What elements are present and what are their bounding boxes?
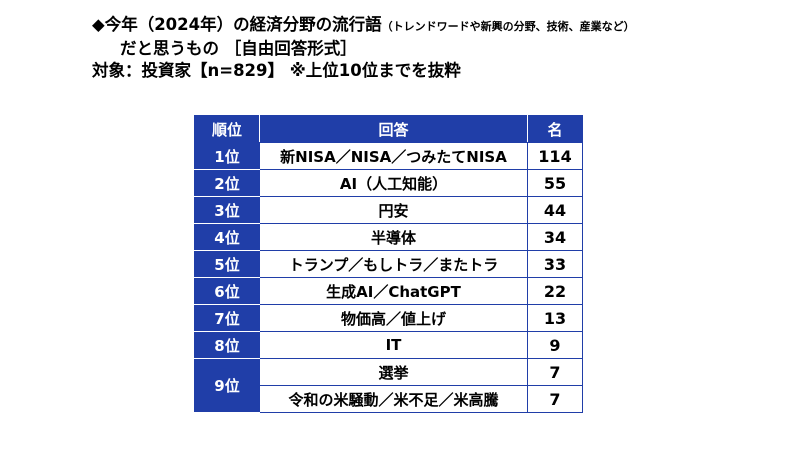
table-row: 4位 半導体 34 bbox=[194, 223, 583, 251]
rank-cell: 4位 bbox=[194, 223, 260, 251]
table-row: 8位 IT 9 bbox=[194, 331, 583, 359]
count-cell: 34 bbox=[527, 223, 583, 251]
count-cell: 9 bbox=[527, 331, 583, 359]
answer-cell: トランプ／もしトラ／またトラ bbox=[259, 250, 528, 278]
rank-cell: 1位 bbox=[194, 142, 260, 170]
answer-cell: 新NISA／NISA／つみたてNISA bbox=[259, 142, 528, 170]
chart-heading: ◆今年（2024年）の経済分野の流行語（トレンドワードや新興の分野、技術、産業な… bbox=[92, 14, 782, 82]
count-cell: 55 bbox=[527, 169, 583, 197]
ranking-table: 順位 回答 名 1位 新NISA／NISA／つみたてNISA 114 2位 AI… bbox=[194, 115, 583, 413]
count-cell: 7 bbox=[527, 385, 583, 413]
answer-cell: AI（人工知能） bbox=[259, 169, 528, 197]
table-header-row: 順位 回答 名 bbox=[194, 115, 583, 143]
heading-line-3: 対象：投資家【n=829】 ※上位10位までを抜粋 bbox=[92, 61, 461, 80]
count-cell: 44 bbox=[527, 196, 583, 224]
count-cell: 22 bbox=[527, 277, 583, 305]
table-row: 1位 新NISA／NISA／つみたてNISA 114 bbox=[194, 142, 583, 170]
table-row: 9位 選挙 7 bbox=[194, 358, 583, 413]
table-row: 3位 円安 44 bbox=[194, 196, 583, 224]
column-header-rank: 順位 bbox=[194, 115, 260, 143]
count-cell: 114 bbox=[527, 142, 583, 170]
answer-cell: 生成AI／ChatGPT bbox=[259, 277, 528, 305]
heading-title: ◆今年（2024年）の経済分野の流行語 bbox=[92, 15, 382, 34]
table-row: 6位 生成AI／ChatGPT 22 bbox=[194, 277, 583, 305]
rank-cell-merged: 9位 bbox=[194, 358, 260, 413]
rank-cell: 2位 bbox=[194, 169, 260, 197]
table-row: 2位 AI（人工知能） 55 bbox=[194, 169, 583, 197]
rank-cell: 6位 bbox=[194, 277, 260, 305]
count-cell: 7 bbox=[527, 358, 583, 386]
answer-cell: 半導体 bbox=[259, 223, 528, 251]
heading-note: （トレンドワードや新興の分野、技術、産業など） bbox=[381, 20, 635, 33]
heading-line-2: だと思うもの ［自由回答形式］ bbox=[120, 39, 357, 58]
column-header-count: 名 bbox=[527, 115, 583, 143]
count-cell: 33 bbox=[527, 250, 583, 278]
rank-cell: 7位 bbox=[194, 304, 260, 332]
answer-cell: 円安 bbox=[259, 196, 528, 224]
heading-line-1: ◆今年（2024年）の経済分野の流行語（トレンドワードや新興の分野、技術、産業な… bbox=[92, 14, 782, 38]
table-row: 7位 物価高／値上げ 13 bbox=[194, 304, 583, 332]
rank-cell: 8位 bbox=[194, 331, 260, 359]
answer-cell: 選挙 bbox=[259, 358, 528, 386]
table-row: 令和の米騒動／米不足／米高騰 7 bbox=[195, 385, 583, 413]
column-header-answer: 回答 bbox=[259, 115, 528, 143]
answer-cell: IT bbox=[259, 331, 528, 359]
answer-cell: 物価高／値上げ bbox=[259, 304, 528, 332]
rank-cell: 5位 bbox=[194, 250, 260, 278]
count-cell: 13 bbox=[527, 304, 583, 332]
answer-cell: 令和の米騒動／米不足／米高騰 bbox=[259, 385, 528, 413]
table-row: 5位 トランプ／もしトラ／またトラ 33 bbox=[194, 250, 583, 278]
rank-cell: 3位 bbox=[194, 196, 260, 224]
